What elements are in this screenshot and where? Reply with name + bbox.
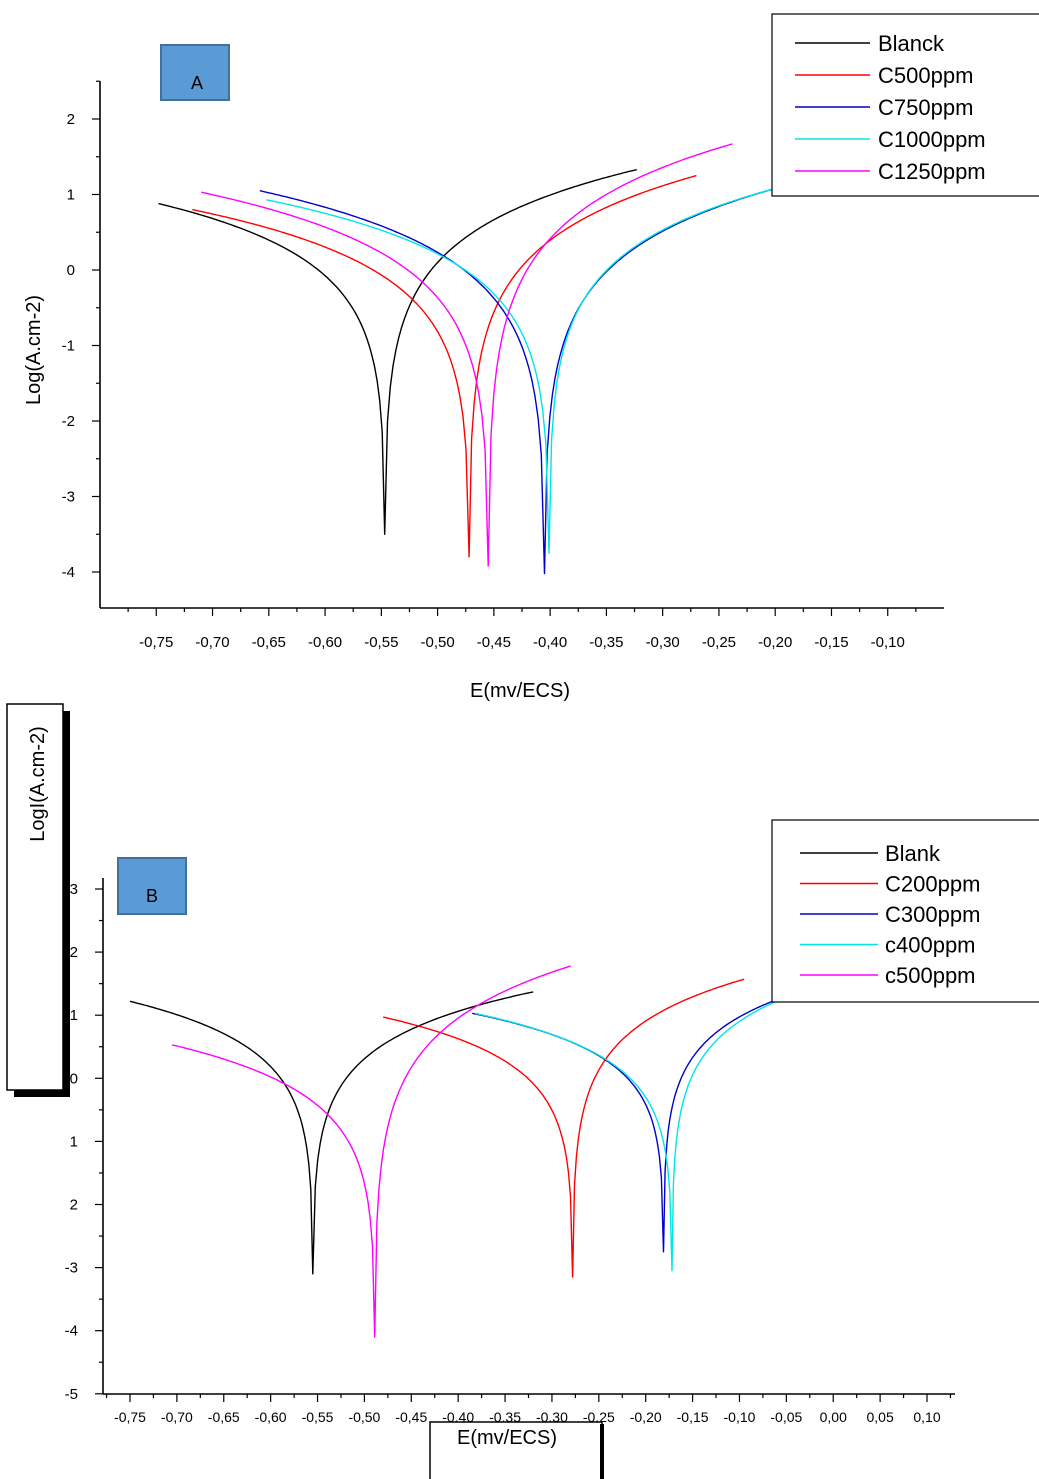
chart-b-x-tick-label: -0,50	[348, 1409, 380, 1425]
chart-b-y-axis-title-box: LogI(A.cm-2)	[6, 703, 70, 1097]
chart-a-y-axis-title: Log(A.cm-2)	[23, 295, 45, 405]
chart-b-y-tick-label: 0	[70, 1070, 78, 1087]
chart-a-y-tick-label: -3	[62, 489, 75, 506]
chart-b-y-tick-label: 1	[70, 1133, 78, 1150]
chart-a-y-tick-label: 0	[67, 262, 75, 279]
chart-b-x-tick-label: -0,25	[583, 1409, 615, 1425]
chart-b-series-c400ppm	[474, 989, 806, 1272]
chart-a-x-tick-label: -0,50	[420, 634, 454, 651]
chart-b-legend-label: c500ppm	[885, 963, 976, 988]
chart-a-x-tick-label: -0,15	[814, 634, 848, 651]
chart-a-series-blanck	[158, 168, 637, 535]
svg-text:B: B	[146, 886, 158, 906]
chart-b-y-tick-label: 2	[70, 944, 78, 961]
chart-a-x-tick-label: -0,20	[758, 634, 792, 651]
chart-a-x-tick-label: -0,70	[195, 634, 229, 651]
chart-a-series-c750ppm	[259, 186, 781, 575]
chart-b-x-tick-label: -0,30	[536, 1409, 568, 1425]
chart-a-panel-label: A	[160, 44, 230, 101]
svg-text:A: A	[191, 73, 203, 93]
chart-b-x-tick-label: -0,75	[114, 1409, 146, 1425]
chart-b-y-tick-label: 1	[70, 1007, 78, 1024]
chart-b-x-tick-label: 0,00	[820, 1409, 847, 1425]
chart-b-x-tick-label: -0,40	[442, 1409, 474, 1425]
chart-b-y-axis-title: LogI(A.cm-2)	[27, 726, 49, 842]
chart-b-legend-label: C200ppm	[885, 872, 980, 897]
chart-b-x-tick-label: -0,65	[208, 1409, 240, 1425]
chart-a-legend-label: C1250ppm	[878, 159, 986, 184]
chart-b: -0,75 -0,70 -0,65 -0,60 -0,55 -0,50 -0,45 -0,40…	[6, 703, 1039, 1479]
chart-a-x-tick-label: -0,10	[871, 634, 905, 651]
chart-a-x-tick-label: -0,30	[646, 634, 680, 651]
chart-b-y-tick-label: 3	[70, 881, 78, 898]
chart-a-y-tick-label: -1	[62, 338, 75, 355]
chart-b-x-tick-label: 0,05	[866, 1409, 893, 1425]
chart-a-y-tick-label: -4	[62, 564, 75, 581]
chart-b-legend-label: C300ppm	[885, 902, 980, 927]
chart-b-legend-label: Blank	[885, 841, 941, 866]
chart-b-y-tick-label: -4	[65, 1323, 78, 1340]
chart-a-legend-label: Blanck	[878, 31, 945, 56]
chart-a-series-c1250ppm	[201, 143, 733, 567]
chart-a-legend: Blanck C500ppm C750ppm C1000ppm C1250ppm	[771, 13, 1039, 197]
chart-b-series-c500ppm	[172, 965, 571, 1338]
chart-a-y-tick-label: -2	[62, 413, 75, 430]
chart-a-x-tick-label: -0,35	[589, 634, 623, 651]
chart-a: -0,75 -0,70 -0,65 -0,60 -0,55 -0,50 -0,45 -0,40…	[23, 13, 1039, 702]
chart-b-legend-label: c400ppm	[885, 933, 976, 958]
chart-b-series-c200ppm	[383, 978, 745, 1278]
chart-a-x-tick-label: -0,60	[308, 634, 342, 651]
chart-a-x-axis-title: E(mv/ECS)	[470, 680, 570, 702]
chart-b-series-c300ppm	[472, 989, 806, 1253]
chart-a-x-tick-label: -0,25	[702, 634, 736, 651]
chart-a-legend-label: C750ppm	[878, 95, 973, 120]
chart-a-series-c500ppm	[192, 174, 697, 558]
chart-b-x-tick-label: -0,10	[724, 1409, 756, 1425]
chart-b-x-tick-label: -0,70	[161, 1409, 193, 1425]
chart-b-x-tick-label: -0,35	[489, 1409, 521, 1425]
chart-a-x-tick-label: -0,45	[477, 634, 511, 651]
chart-a-x-tick-label: -0,55	[364, 634, 398, 651]
chart-b-panel-label: B	[117, 857, 187, 915]
chart-a-x-tick-label: -0,65	[252, 634, 286, 651]
chart-b-y-tick-label: 2	[70, 1197, 78, 1214]
chart-a-legend-label: C500ppm	[878, 63, 973, 88]
chart-a-x-tick-label: -0,75	[139, 634, 173, 651]
chart-b-x-tick-label: -0,45	[395, 1409, 427, 1425]
chart-b-x-axis-title-box: E(mv/ECS)	[429, 1421, 604, 1479]
chart-b-x-tick-label: -0,05	[770, 1409, 802, 1425]
chart-b-series-blank	[129, 991, 534, 1275]
chart-a-x-tick-label: -0,40	[533, 634, 567, 651]
chart-b-y-tick-label: -5	[65, 1386, 78, 1403]
chart-b-x-tick-label: -0,20	[630, 1409, 662, 1425]
chart-a-y-tick-label: 1	[67, 187, 75, 204]
chart-b-x-tick-label: 0,10	[913, 1409, 940, 1425]
chart-b-y-tick-label: -3	[65, 1260, 78, 1277]
chart-a-series-c1000ppm	[266, 186, 781, 554]
chart-b-x-tick-label: -0,15	[677, 1409, 709, 1425]
chart-a-legend-label: C1000ppm	[878, 127, 986, 152]
chart-a-y-tick-label: 2	[67, 111, 75, 128]
chart-b-x-axis-title: E(mv/ECS)	[457, 1427, 557, 1449]
chart-b-x-tick-label: -0,55	[302, 1409, 334, 1425]
chart-b-x-tick-label: -0,60	[255, 1409, 287, 1425]
chart-b-legend: Blank C200ppm C300ppm c400ppm c500ppm	[771, 819, 1039, 1003]
